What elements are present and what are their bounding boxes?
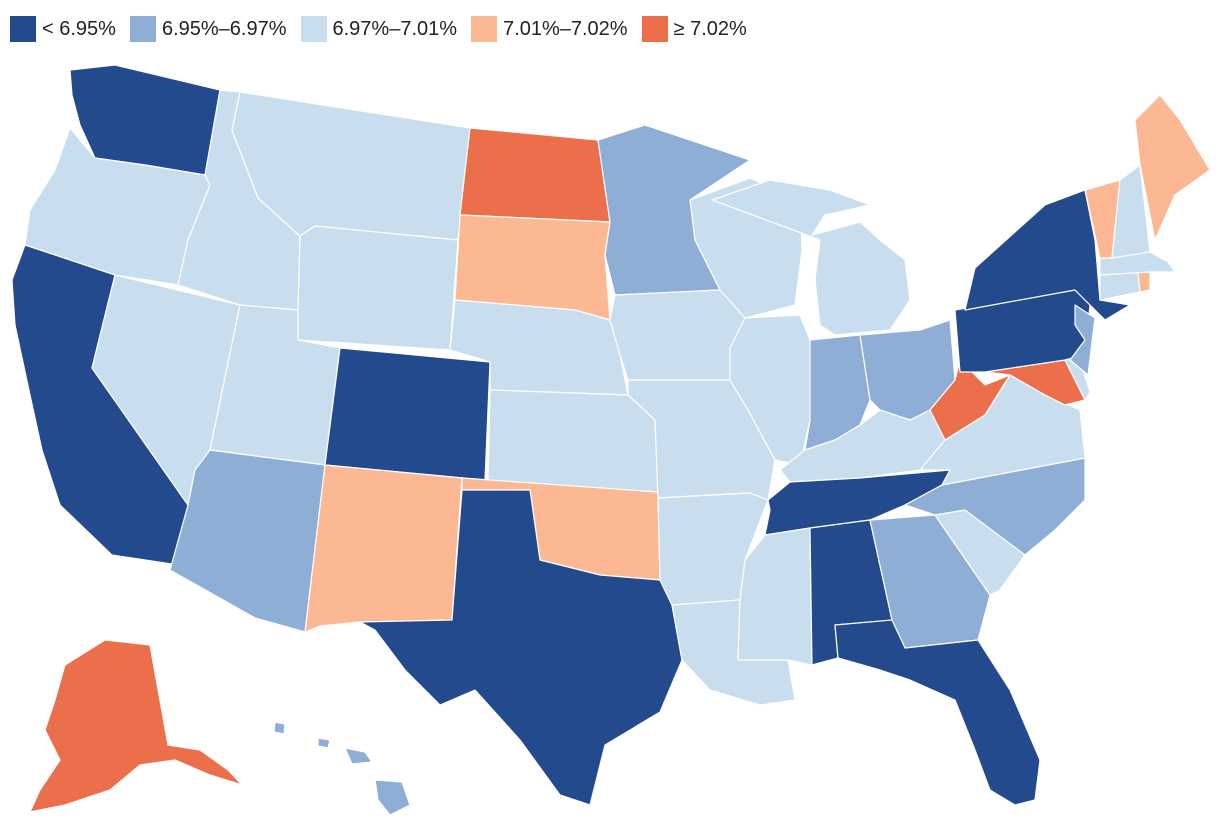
state-north-dakota[interactable] (459, 127, 611, 223)
legend-swatch-bin-5 (641, 16, 668, 42)
state-iowa[interactable] (609, 289, 746, 381)
legend-label-bin-3: 6.97%–7.01% (332, 17, 458, 40)
state-maine[interactable] (1134, 94, 1211, 241)
state-new-jersey[interactable] (1069, 304, 1096, 376)
state-wyoming[interactable] (297, 225, 459, 351)
state-illinois[interactable] (729, 314, 813, 466)
legend-label-bin-4: 7.01%–7.02% (503, 17, 628, 40)
state-rhode-island[interactable] (1137, 271, 1151, 293)
legend-item-bin-3: 6.97%–7.01% (300, 16, 458, 42)
legend-item-bin-2: 6.95%–6.97% (129, 16, 287, 42)
state-new-hampshire[interactable] (1111, 164, 1151, 259)
state-colorado[interactable] (324, 347, 491, 481)
legend-item-bin-1: < 6.95% (10, 16, 116, 42)
legend-item-bin-4: 7.01%–7.02% (471, 16, 628, 42)
state-florida[interactable] (834, 619, 1041, 806)
state-new-york[interactable] (964, 189, 1131, 321)
legend-label-bin-1: < 6.95% (42, 17, 116, 40)
state-new-mexico[interactable] (304, 464, 463, 633)
legend-swatch-bin-3 (300, 16, 327, 42)
state-arizona[interactable] (169, 449, 326, 633)
state-north-carolina[interactable] (904, 457, 1086, 556)
state-west-virginia[interactable] (929, 359, 1011, 441)
legend-swatch-bin-4 (471, 16, 498, 42)
legend-swatch-bin-1 (10, 16, 36, 42)
state-alaska[interactable] (29, 639, 243, 813)
state-hawaii[interactable] (273, 721, 411, 816)
state-connecticut[interactable] (1099, 271, 1141, 301)
map-legend: < 6.95% 6.95%–6.97% 6.97%–7.01% 7.01%–7.… (10, 14, 747, 44)
state-texas[interactable] (359, 489, 683, 806)
state-michigan[interactable] (711, 179, 911, 336)
legend-label-bin-5: ≥ 7.02% (673, 17, 747, 40)
state-kansas[interactable] (487, 389, 659, 493)
legend-item-bin-5: ≥ 7.02% (641, 16, 747, 42)
legend-label-bin-2: 6.95%–6.97% (161, 17, 287, 40)
legend-swatch-bin-2 (129, 16, 156, 42)
